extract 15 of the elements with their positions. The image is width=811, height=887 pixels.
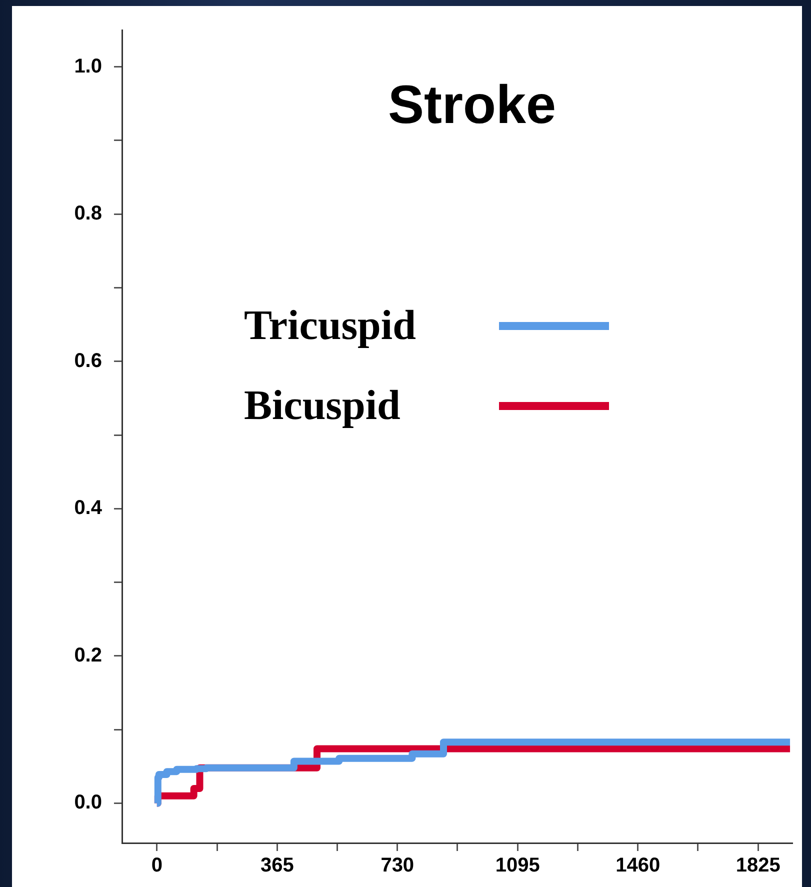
x-tick-label: 1095 — [495, 854, 540, 877]
y-tick-label: 0.0 — [74, 792, 102, 814]
y-tick-label: 0.4 — [74, 497, 103, 520]
x-tick-label: 1460 — [616, 854, 660, 877]
y-tick-label: 0.6 — [74, 350, 102, 372]
y-tick-label: 0.2 — [74, 644, 102, 666]
legend-label: Tricuspid — [244, 302, 417, 350]
x-tick-label: 730 — [380, 854, 414, 877]
text: Stroke — [386, 74, 558, 136]
x-tick-label: 1825 — [736, 854, 780, 877]
y-tick-label: 0.8 — [74, 202, 102, 225]
x-tick-label: 0 — [151, 854, 162, 877]
x-tick-label: 365 — [260, 854, 294, 877]
y-tick-label: 1.0 — [74, 55, 102, 78]
legend-label: Bicuspid — [244, 382, 402, 430]
